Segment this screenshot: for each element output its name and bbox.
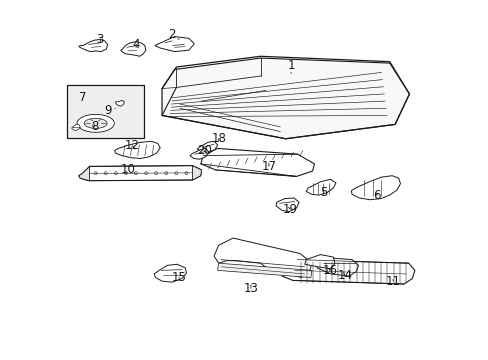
Text: 17: 17 [261,160,276,173]
Polygon shape [190,148,208,159]
Text: 8: 8 [91,121,98,134]
Polygon shape [121,41,145,56]
Polygon shape [197,141,217,152]
Polygon shape [280,260,414,284]
Text: 4: 4 [132,38,140,51]
Text: 10: 10 [120,163,135,176]
Text: 9: 9 [104,104,112,117]
Polygon shape [192,166,201,180]
Text: 14: 14 [337,269,352,282]
Polygon shape [77,114,114,132]
Polygon shape [79,166,201,181]
Text: 20: 20 [197,144,211,157]
Text: 3: 3 [97,33,104,46]
Polygon shape [115,100,124,106]
Polygon shape [304,255,334,269]
Polygon shape [201,148,314,176]
Polygon shape [79,40,107,51]
Text: 15: 15 [171,271,186,284]
Text: 1: 1 [287,59,294,72]
Text: 2: 2 [168,28,176,41]
Text: 11: 11 [385,275,400,288]
Polygon shape [79,166,89,181]
Text: 7: 7 [79,91,86,104]
Text: 16: 16 [322,264,337,277]
Polygon shape [162,56,408,139]
Polygon shape [217,263,311,278]
Text: 18: 18 [211,132,225,145]
Polygon shape [351,176,400,200]
Text: 13: 13 [243,282,258,295]
Text: 19: 19 [283,203,297,216]
Text: 6: 6 [373,189,380,202]
Polygon shape [155,37,194,51]
Polygon shape [316,258,358,276]
Polygon shape [214,238,311,278]
Text: 12: 12 [125,139,140,152]
Polygon shape [276,198,298,212]
Polygon shape [72,125,80,131]
Polygon shape [305,179,335,195]
Polygon shape [84,118,107,129]
Polygon shape [115,141,160,158]
Text: 5: 5 [319,186,326,199]
FancyBboxPatch shape [67,85,144,138]
Polygon shape [154,264,186,282]
